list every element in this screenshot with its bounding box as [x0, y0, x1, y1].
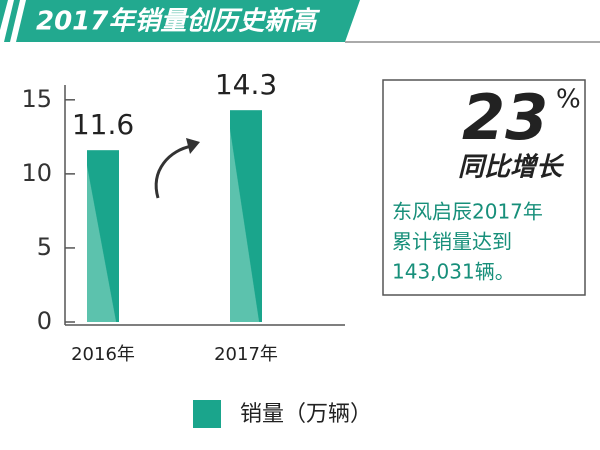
growth-arrow: [154, 144, 193, 199]
bar: [87, 150, 119, 322]
x-tick-label: 2017年: [214, 344, 278, 365]
title-banner: [0, 0, 360, 42]
banner-stripe: [0, 0, 14, 42]
growth-unit: %: [556, 85, 581, 115]
growth-value: 23: [462, 81, 548, 154]
note-box: [382, 79, 586, 296]
y-tick-label: 15: [21, 85, 52, 113]
note-line: 累计销量达到: [392, 230, 512, 254]
y-tick-label: 10: [21, 159, 52, 187]
legend-label: 销量（万辆）: [240, 402, 372, 427]
x-tick-label: 2016年: [71, 344, 135, 365]
growth-label: 同比增长: [458, 153, 565, 183]
banner-stripe: [10, 0, 26, 42]
y-tick-label: 5: [37, 233, 52, 261]
chart-title: 2017年销量创历史新高: [36, 7, 320, 37]
value-label: 11.6: [72, 108, 134, 141]
legend-swatch: [193, 400, 221, 428]
y-tick-label: 0: [37, 307, 52, 335]
value-label: 14.3: [215, 68, 277, 101]
bar: [230, 110, 262, 323]
note-line: 东风启辰2017年: [392, 200, 543, 224]
note-line: 143,031辆。: [392, 260, 515, 284]
arrow-head: [186, 138, 200, 154]
